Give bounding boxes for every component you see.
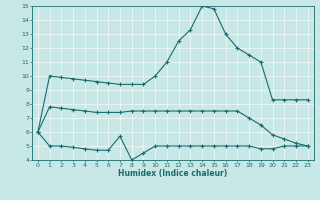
X-axis label: Humidex (Indice chaleur): Humidex (Indice chaleur)	[118, 169, 228, 178]
